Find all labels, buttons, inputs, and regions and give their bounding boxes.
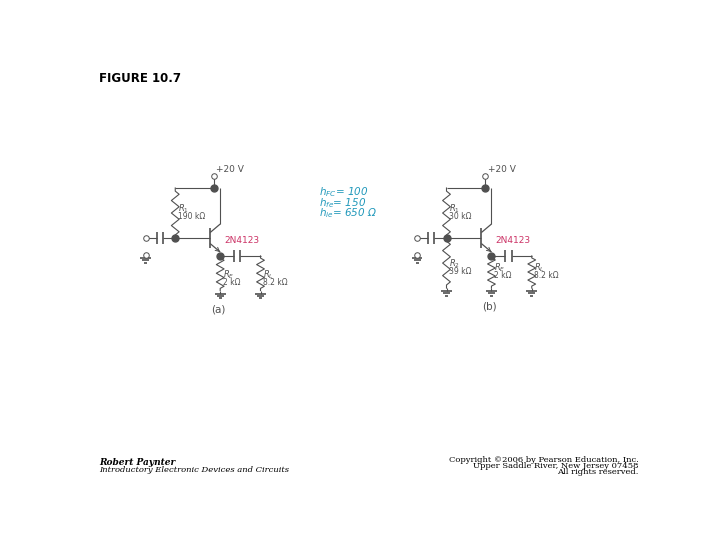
Text: (b): (b) <box>482 302 496 312</box>
Text: $h_{fe}$= 150: $h_{fe}$= 150 <box>319 195 366 210</box>
Text: $h_{FC}$= 100: $h_{FC}$= 100 <box>319 185 368 199</box>
Text: $R_E$: $R_E$ <box>494 262 505 274</box>
Text: FIGURE 10.7: FIGURE 10.7 <box>99 72 181 85</box>
Text: All rights reserved.: All rights reserved. <box>557 468 639 476</box>
Text: Copyright ©2006 by Pearson Education, Inc.: Copyright ©2006 by Pearson Education, In… <box>449 456 639 464</box>
Text: Robert Paynter: Robert Paynter <box>99 458 176 467</box>
Text: Introductory Electronic Devices and Circuits: Introductory Electronic Devices and Circ… <box>99 465 289 474</box>
Text: $h_{ie}$= 650 Ω: $h_{ie}$= 650 Ω <box>319 206 377 220</box>
Text: $R_L$: $R_L$ <box>534 262 545 274</box>
Text: 190 kΩ: 190 kΩ <box>178 212 204 221</box>
Text: $R_1$: $R_1$ <box>178 203 189 215</box>
Text: 8.2 kΩ: 8.2 kΩ <box>534 272 559 280</box>
Text: $R_1$: $R_1$ <box>449 203 460 215</box>
Text: +20 V: +20 V <box>487 165 516 174</box>
Text: 30 kΩ: 30 kΩ <box>449 212 472 221</box>
Text: Upper Saddle River, New Jersey 07458: Upper Saddle River, New Jersey 07458 <box>473 462 639 470</box>
Text: 2 kΩ: 2 kΩ <box>494 272 511 280</box>
Text: (a): (a) <box>211 305 225 314</box>
Text: 2N4123: 2N4123 <box>224 236 259 245</box>
Text: 8.2 kΩ: 8.2 kΩ <box>263 278 287 287</box>
Text: 2 kΩ: 2 kΩ <box>222 278 240 287</box>
Text: $R_E$: $R_E$ <box>222 269 234 281</box>
Text: $R_2$: $R_2$ <box>449 257 460 269</box>
Text: $R_L$: $R_L$ <box>263 269 274 281</box>
Text: 39 kΩ: 39 kΩ <box>449 267 472 275</box>
Text: 2N4123: 2N4123 <box>495 236 531 245</box>
Text: +20 V: +20 V <box>216 165 244 174</box>
